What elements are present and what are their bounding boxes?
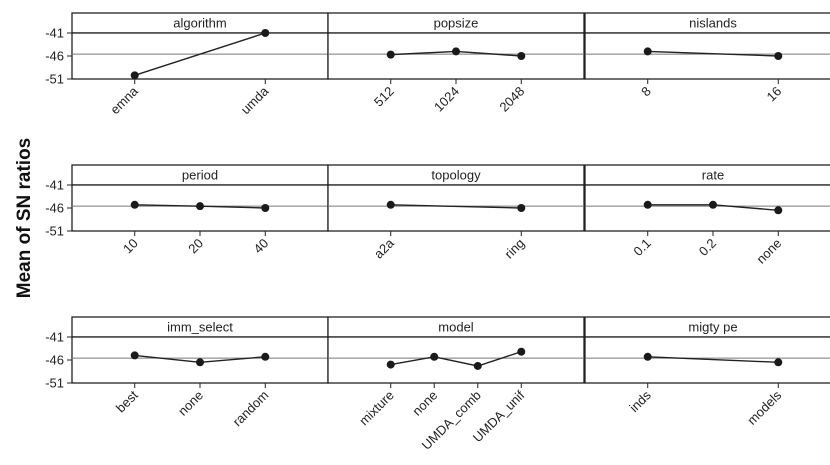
- data-point: [261, 204, 270, 212]
- panel-title: topology: [431, 168, 481, 183]
- series-line: [647, 50, 779, 57]
- data-point: [643, 200, 652, 209]
- panel-title: imm_select: [167, 320, 233, 335]
- x-tick-label: a2a: [371, 235, 397, 261]
- x-tick-label: 40: [251, 236, 272, 257]
- data-point: [196, 358, 204, 367]
- series-line: [647, 356, 779, 363]
- data-point: [774, 358, 783, 367]
- panel-topology: topology a2a ring: [327, 164, 585, 262]
- panel-title: period: [182, 168, 218, 183]
- panel-title: model: [438, 320, 474, 335]
- data-point: [473, 361, 482, 370]
- x-tick-label: emna: [107, 83, 141, 117]
- data-point: [386, 50, 395, 59]
- data-point: [517, 52, 526, 60]
- x-tick-label: models: [744, 387, 785, 428]
- data-point: [130, 351, 139, 360]
- y-tick-label: -51: [45, 376, 64, 391]
- panels: algorithm -41 -46 -51 emna umda popsize 512 1024…: [45, 12, 830, 453]
- series-line: [390, 351, 522, 367]
- x-tick-label: none: [175, 388, 206, 419]
- x-tick-label: 1024: [431, 84, 462, 115]
- series-line: [134, 32, 266, 76]
- panel-plot-area: [584, 32, 830, 80]
- panel-imm_select: imm_select -41 -46 -51 best none random: [45, 316, 329, 430]
- x-tick-label: 16: [764, 84, 785, 105]
- data-point: [196, 202, 204, 211]
- panel-period: period -41 -46 -51 10 20 40: [45, 164, 329, 257]
- x-tick-label: 512: [371, 84, 397, 110]
- panel-nislands: nislands 8 16: [584, 12, 830, 105]
- x-tick-label: 10: [120, 236, 141, 257]
- y-tick-label: -41: [45, 178, 64, 193]
- panel-plot-area: [327, 336, 585, 384]
- y-tick-label: -51: [45, 224, 64, 239]
- x-tick-label: inds: [626, 387, 654, 415]
- data-point: [517, 204, 526, 212]
- x-tick-label: umda: [238, 83, 272, 117]
- panel-title: popsize: [434, 16, 479, 31]
- data-point: [261, 352, 270, 361]
- x-tick-label: 20: [185, 236, 206, 257]
- data-point: [452, 47, 460, 56]
- x-tick-label: none: [409, 388, 440, 419]
- data-point: [430, 352, 439, 361]
- x-tick-label: 2048: [496, 84, 527, 115]
- x-tick-label: 0.2: [696, 236, 719, 259]
- data-point: [643, 47, 652, 56]
- y-axis-label: Mean of SN ratios: [14, 138, 35, 298]
- data-point: [130, 71, 139, 80]
- data-point: [709, 200, 717, 209]
- data-point: [517, 347, 526, 356]
- y-tick-label: -46: [45, 353, 64, 368]
- series-line: [390, 204, 522, 209]
- panel-plot-area: [327, 184, 585, 232]
- panel-plot-area: [327, 32, 585, 80]
- panel-title: nislands: [689, 16, 737, 31]
- panel-popsize: popsize 512 1024 2048: [327, 12, 585, 115]
- x-tick-label: 8: [638, 84, 654, 100]
- y-tick-label: -46: [45, 201, 64, 216]
- y-tick-label: -41: [45, 330, 64, 345]
- x-tick-label: mixture: [356, 388, 397, 429]
- panel-title: rate: [702, 168, 724, 183]
- panel-plot-area: [584, 184, 830, 232]
- y-tick-label: -46: [45, 49, 64, 64]
- panel-rate: rate 0.1 0.2 none: [584, 164, 830, 267]
- panel-title: algorithm: [173, 16, 226, 31]
- data-point: [261, 29, 270, 37]
- x-tick-label: none: [753, 236, 784, 267]
- x-tick-label: random: [230, 388, 272, 430]
- panel-migty-pe: migty pe inds models: [584, 316, 830, 428]
- x-tick-label: 0.1: [630, 236, 653, 259]
- x-tick-label: ring: [501, 236, 527, 262]
- y-tick-label: -51: [45, 72, 64, 87]
- panel-algorithm: algorithm -41 -46 -51 emna umda: [45, 12, 329, 117]
- panel-plot-area: [71, 32, 329, 80]
- panel-title: migty pe: [688, 320, 737, 335]
- y-tick-label: -41: [45, 26, 64, 41]
- data-point: [386, 200, 395, 209]
- data-point: [774, 52, 783, 60]
- data-point: [643, 352, 652, 361]
- data-point: [386, 360, 395, 369]
- x-tick-label: best: [113, 387, 141, 415]
- data-point: [130, 200, 139, 209]
- data-point: [774, 206, 783, 215]
